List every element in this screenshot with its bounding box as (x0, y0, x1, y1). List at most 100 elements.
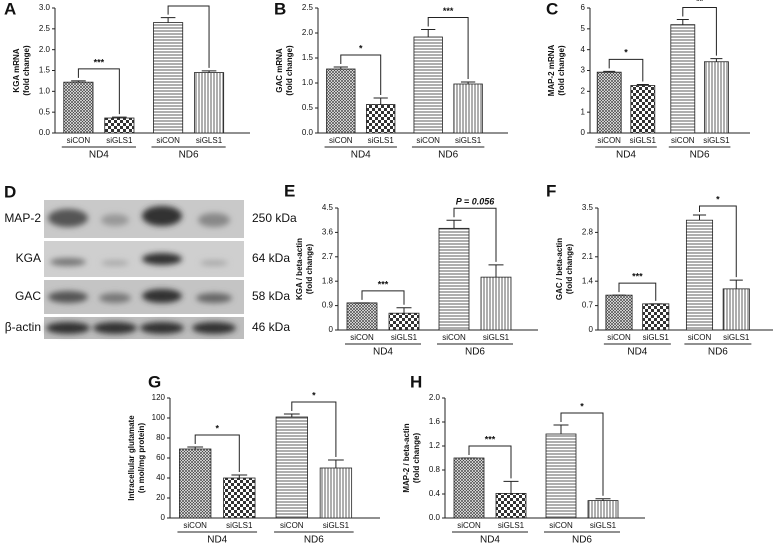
y-axis-label: (fold change) (565, 244, 574, 295)
y-tick-label: 60 (156, 453, 165, 462)
y-tick-label: 0.7 (582, 301, 594, 310)
x-tick-label: siGLS1 (590, 521, 617, 530)
x-tick-label: siCON (416, 136, 440, 145)
x-tick-label: siGLS1 (455, 136, 482, 145)
significance-bracket (77, 68, 120, 115)
significance-label: *** (443, 6, 454, 16)
y-axis-label: (fold change) (412, 433, 421, 484)
error-bar (373, 97, 388, 105)
x-tick-label: siCON (688, 333, 712, 342)
panel-letter: D (4, 182, 16, 201)
y-tick-label: 2.0 (302, 28, 314, 37)
blot-label: MAP-2 (4, 211, 41, 225)
x-tick-label: siGLS1 (703, 136, 730, 145)
y-tick-label: 1.4 (582, 276, 594, 285)
error-bar (595, 498, 611, 501)
bar (438, 227, 470, 331)
y-axis-label: KGA / beta-actin (295, 238, 304, 300)
y-axis-label: (fold change) (285, 45, 294, 96)
bar (630, 85, 656, 134)
group-label: ND4 (616, 150, 636, 161)
western-blot: D (4, 182, 244, 339)
error-bar (503, 480, 519, 494)
significance-label: *** (485, 434, 496, 444)
bar (453, 457, 485, 519)
error-bar (231, 474, 248, 478)
significance-label: * (312, 390, 316, 400)
significance-label: *** (632, 272, 643, 282)
y-tick-label: 2.7 (322, 252, 334, 261)
y-axis-label: KGA mRNA (12, 48, 21, 92)
bar (326, 68, 356, 134)
bar (605, 294, 633, 331)
significance-bracket (361, 290, 405, 305)
y-tick-label: 0.0 (429, 513, 441, 522)
y-tick-label: 1.0 (302, 78, 314, 87)
y-tick-label: 4 (581, 45, 586, 54)
significance-bracket (608, 58, 644, 82)
blot-size: 46 kDa (252, 320, 290, 334)
y-tick-label: 0 (329, 325, 334, 334)
group-label: ND4 (89, 150, 109, 161)
error-bar (328, 459, 344, 468)
group-label: ND4 (627, 347, 647, 358)
panel-letter: C (546, 0, 558, 18)
group-label: ND6 (438, 150, 458, 161)
blot-bands (46, 206, 236, 334)
significance-label: * (716, 194, 720, 204)
significance-bracket (340, 54, 382, 95)
panel-letter: A (4, 0, 16, 18)
significance-bracket (682, 6, 717, 56)
bar (63, 81, 94, 134)
x-tick-label: siGLS1 (368, 136, 395, 145)
y-tick-label: 2.1 (582, 252, 594, 261)
bar (179, 448, 212, 519)
y-tick-label: 1.5 (302, 53, 314, 62)
group-label: ND6 (179, 150, 199, 161)
y-axis-label: (fold change) (22, 45, 31, 96)
error-bar (553, 424, 569, 434)
significance-bracket (618, 282, 657, 301)
error-bar (112, 116, 127, 118)
x-tick-label: siCON (442, 333, 466, 342)
significance-label: P = 0.056 (456, 197, 495, 207)
significance-label: ** (185, 0, 193, 4)
panel-letter: H (410, 372, 422, 391)
y-tick-label: 2.0 (39, 45, 51, 54)
x-tick-label: siCON (183, 521, 207, 530)
error-bar (710, 58, 723, 62)
y-axis-label: MAP-2 / beta-actin (402, 423, 411, 492)
y-tick-label: 0 (589, 325, 594, 334)
bar (495, 492, 527, 519)
error-bar (603, 70, 616, 73)
bar (670, 24, 696, 134)
y-axis-label: (fold change) (305, 244, 314, 295)
bar (319, 467, 353, 519)
significance-label: * (580, 401, 584, 411)
significance-label: ** (696, 0, 704, 6)
significance-bracket (427, 17, 469, 79)
significance-bracket (468, 445, 512, 479)
x-tick-label: siCON (671, 136, 695, 145)
error-bar (636, 83, 649, 86)
significance-label: *** (378, 279, 389, 289)
group-label: ND6 (690, 150, 710, 161)
x-tick-label: siGLS1 (630, 136, 657, 145)
error-bar (421, 29, 436, 37)
y-tick-label: 0 (161, 513, 166, 522)
x-tick-label: siGLS1 (723, 333, 750, 342)
blot-size: 64 kDa (252, 251, 290, 265)
y-tick-label: 0 (581, 128, 586, 137)
y-axis-label: (fold change) (557, 45, 566, 96)
group-label: ND6 (572, 535, 592, 543)
x-tick-label: siCON (597, 136, 621, 145)
bar (194, 72, 225, 134)
y-tick-label: 3.0 (39, 3, 51, 12)
bar (388, 312, 420, 331)
bar (545, 433, 577, 519)
x-tick-label: siGLS1 (106, 136, 133, 145)
bar (587, 500, 619, 519)
significance-bracket (194, 434, 240, 472)
y-tick-label: 1.8 (322, 276, 334, 285)
